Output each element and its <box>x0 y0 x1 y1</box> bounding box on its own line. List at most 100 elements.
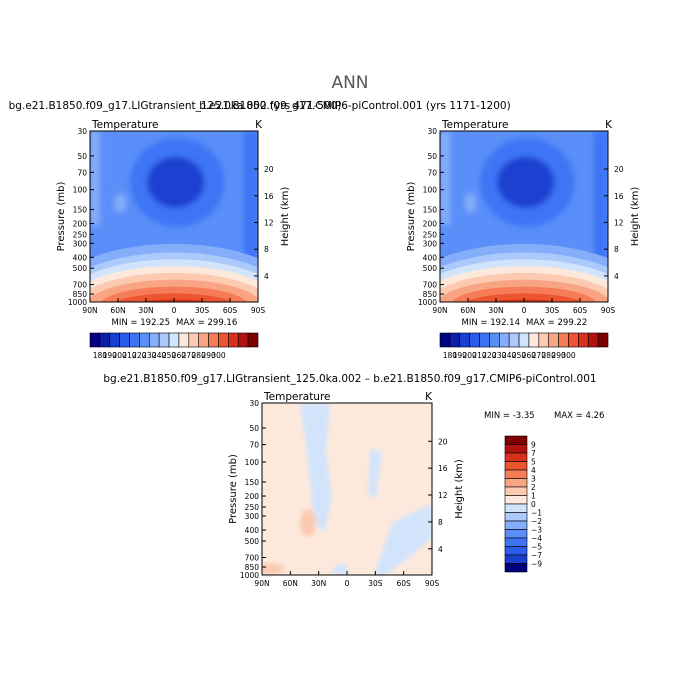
colorbar-label: −1 <box>531 509 542 518</box>
colorbar-swatch <box>178 332 190 348</box>
height-tick-label: 12 <box>264 218 274 227</box>
y-tick-label: 1000 <box>418 298 437 307</box>
colorbar-swatch <box>119 332 130 348</box>
colorbar-label: 230 <box>492 351 507 360</box>
colorbar-swatch <box>158 332 170 348</box>
y-tick-label: 400 <box>423 253 438 262</box>
y-tick-label: 400 <box>73 253 88 262</box>
y-tick-label: 30 <box>77 127 87 136</box>
min-label: MIN = 192.14 <box>462 318 520 328</box>
height-tick-label: 8 <box>264 245 269 254</box>
colorbar-swatch <box>479 332 490 348</box>
colorbar-label: 240 <box>152 351 167 360</box>
colorbar-label: 200 <box>462 351 477 360</box>
colorbar-label: 220 <box>482 351 497 360</box>
max-label: MAX = 299.22 <box>526 318 587 328</box>
x-tick-label: 90N <box>254 579 269 588</box>
colorbar-label: 7 <box>531 449 536 458</box>
colorbar-swatch <box>449 332 461 348</box>
height-tick-label: 4 <box>614 272 619 281</box>
y-tick-label: 1000 <box>240 571 259 580</box>
y-tick-label: 50 <box>77 152 87 161</box>
x-tick-label: 0 <box>522 306 527 315</box>
y-tick-label: 100 <box>423 186 438 195</box>
x-tick-label: 60S <box>223 306 238 315</box>
x-tick-label: 60N <box>283 579 298 588</box>
colorbar-label: 270 <box>532 351 547 360</box>
colorbar-swatch <box>504 435 528 445</box>
x-tick-label: 30S <box>195 306 210 315</box>
colorbar-label: 4 <box>531 466 536 475</box>
midlat-warm-patch <box>114 192 127 213</box>
colorbar-swatch <box>504 554 528 564</box>
y-tick-label: 500 <box>245 537 260 546</box>
colorbar-swatch <box>148 332 160 348</box>
x-tick-label: 0 <box>172 306 177 315</box>
positive-anomaly-region <box>262 563 284 575</box>
negative-anomaly-region <box>332 563 350 575</box>
colorbar-swatch <box>247 332 259 348</box>
colorbar-swatch <box>237 332 249 348</box>
colorbar-swatch <box>504 469 528 479</box>
colorbar-swatch <box>208 332 219 348</box>
panel-title: b.e21.B1850.f09_g17.CMIP6-piControl.001 … <box>199 100 510 112</box>
colorbar-swatch <box>504 563 528 573</box>
y-tick-label: 250 <box>73 230 88 239</box>
x-tick-label: 90N <box>82 306 97 315</box>
y-tick-label: 70 <box>427 168 437 177</box>
y2-axis-label: Height (km) <box>454 459 465 519</box>
colorbar-label: 250 <box>512 351 527 360</box>
height-tick-label: 4 <box>264 272 269 281</box>
colorbar-swatch <box>504 537 528 547</box>
x-tick-label: 30S <box>545 306 560 315</box>
y-tick-label: 1000 <box>68 298 87 307</box>
polar-band-north <box>440 131 450 226</box>
x-tick-label: 60S <box>573 306 588 315</box>
colorbar-swatch <box>548 332 559 348</box>
y-tick-label: 30 <box>249 399 259 408</box>
colorbar-swatch <box>439 332 451 348</box>
height-tick-label: 8 <box>438 518 443 527</box>
colorbar-swatch <box>504 503 528 513</box>
max-label: MAX = 299.16 <box>176 318 237 328</box>
x-tick-label: 30S <box>368 579 383 588</box>
x-tick-label: 30N <box>138 306 153 315</box>
colorbar-label: 180 <box>443 351 458 360</box>
contour-field <box>90 131 258 302</box>
colorbar-swatch <box>504 478 528 488</box>
y-tick-label: 100 <box>245 458 260 467</box>
colorbar-swatch <box>469 332 480 348</box>
height-tick-label: 12 <box>438 491 448 500</box>
y-tick-label: 850 <box>73 290 88 299</box>
y-tick-label: 70 <box>249 441 259 450</box>
colorbar-swatch <box>504 546 528 556</box>
colorbar-label: 190 <box>453 351 468 360</box>
colorbar-swatch <box>508 332 520 348</box>
colorbar-label: 1 <box>531 492 536 501</box>
variable-label: Temperature <box>441 119 509 131</box>
panel-right: b.e21.B1850.f09_g17.CMIP6-piControl.001 … <box>199 100 641 360</box>
colorbar-swatch <box>528 332 540 348</box>
units-label: K <box>425 391 433 403</box>
colorbar-swatch <box>109 332 120 348</box>
y-tick-label: 500 <box>73 264 88 273</box>
y-tick-label: 300 <box>73 239 88 248</box>
colorbar-swatch <box>188 332 200 348</box>
warm-contour-band <box>466 293 582 302</box>
variable-label: Temperature <box>91 119 159 131</box>
colorbar-label: −9 <box>531 560 542 569</box>
colorbar-label: 9 <box>531 441 536 450</box>
height-tick-label: 4 <box>438 545 443 554</box>
variable-label: Temperature <box>263 391 331 403</box>
colorbar-label: 0 <box>531 500 536 509</box>
positive-anomaly-region <box>300 509 316 537</box>
height-tick-label: 20 <box>614 165 624 174</box>
y-tick-label: 400 <box>245 526 260 535</box>
y-tick-label: 250 <box>245 503 260 512</box>
colorbar-swatch <box>459 332 470 348</box>
negative-anomaly-region <box>368 448 382 498</box>
y-tick-label: 200 <box>245 492 260 501</box>
negative-anomaly-region <box>374 503 432 575</box>
